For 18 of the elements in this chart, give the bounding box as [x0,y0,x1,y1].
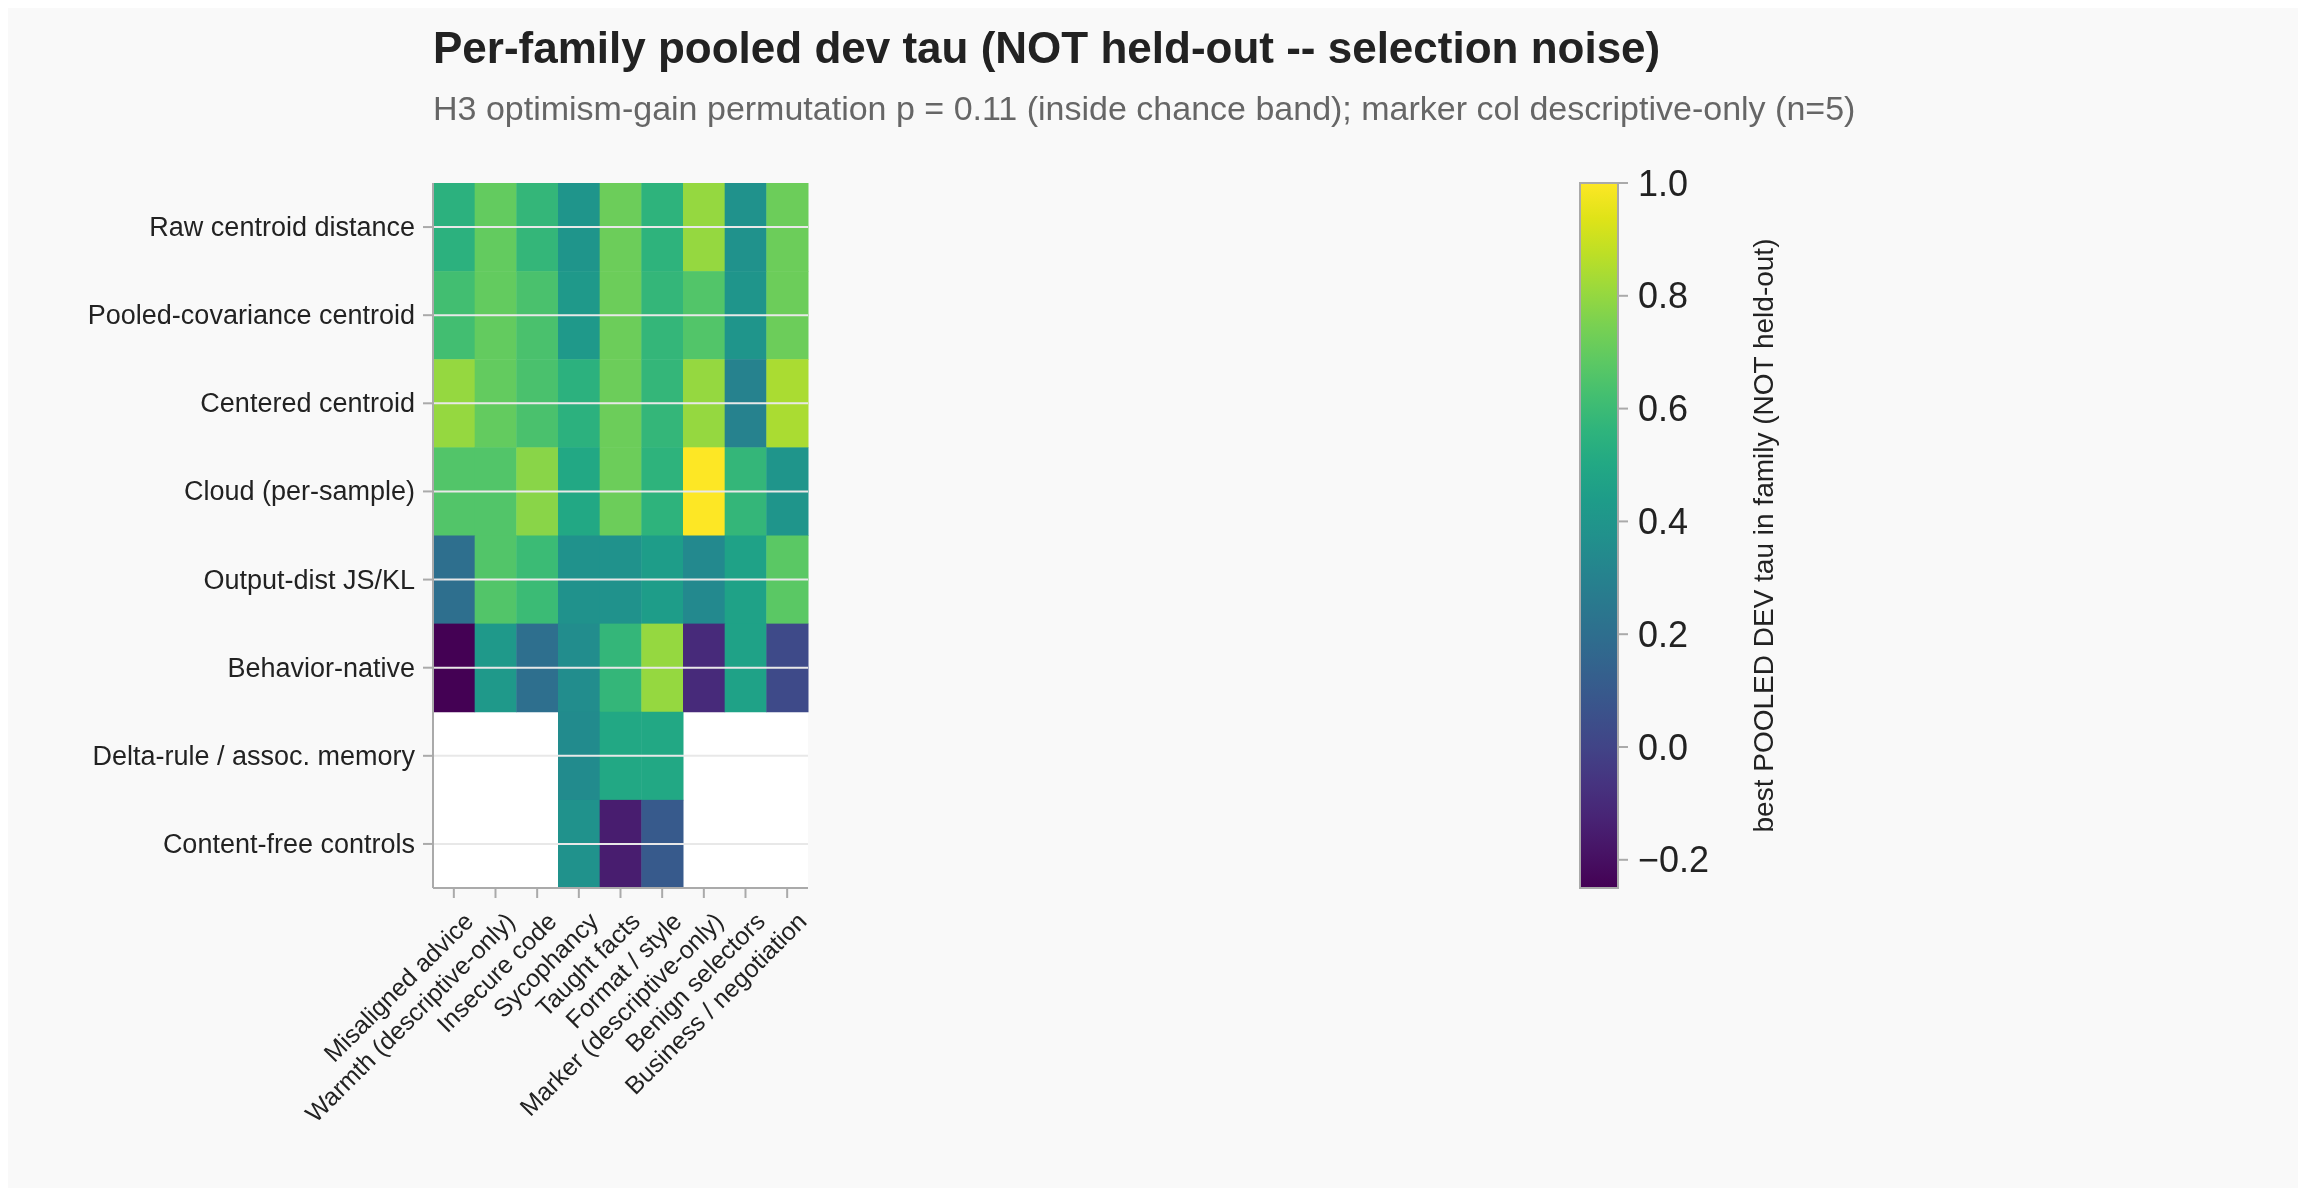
y-tick-label: Pooled-covariance centroid [87,300,415,331]
y-tick-label: Delta-rule / assoc. memory [92,740,416,771]
y-tick-label: Centered centroid [200,388,415,419]
color-bar-label: 0.2 [1638,613,1689,655]
color-bar-label: 0.0 [1638,726,1689,768]
y-tick-label: Content-free controls [162,828,415,859]
color-bar-label: 0.4 [1638,500,1689,542]
y-tick-label: Behavior-native [227,652,415,683]
color-bar-title: best POOLED DEV tau in family (NOT held-out) [1747,238,1779,833]
y-tick-label: Output-dist JS/KL [203,564,415,595]
color-bar-label: 0.6 [1638,388,1689,430]
y-tick-label: Raw centroid distance [149,212,415,243]
color-bar-label: −0.2 [1638,839,1710,881]
color-bar-label: 1.0 [1638,162,1689,204]
color-bar-label: 0.8 [1638,275,1689,317]
text: H3 optimism-gain permutation p = 0.11 (inside chance band); marker col descriptive-only (n=5) [433,89,1856,127]
y-tick-label: Cloud (per-sample) [183,476,415,507]
text: Per-family pooled dev tau (NOT held-out -- selection noise) [433,23,1661,72]
